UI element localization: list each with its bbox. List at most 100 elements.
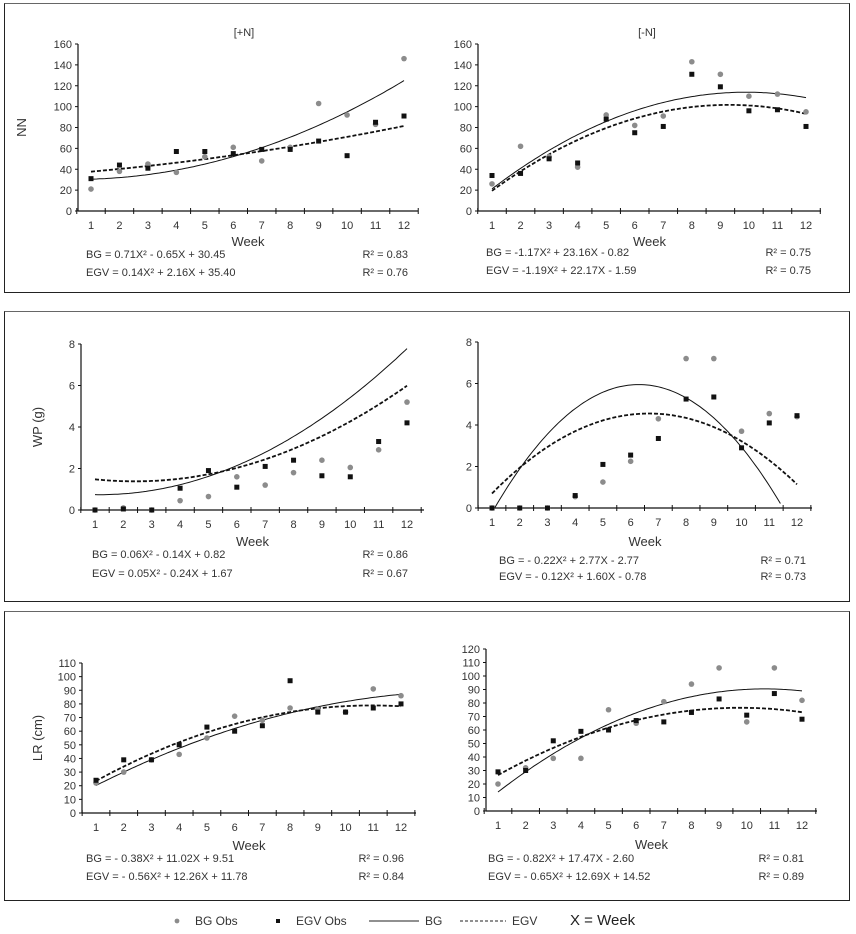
egv-obs-point xyxy=(489,173,495,179)
bg-obs-point xyxy=(803,109,809,115)
bg-obs-point xyxy=(315,100,322,107)
egv-obs-point xyxy=(655,435,661,441)
panel-lr xyxy=(4,611,850,901)
bg-obs-point xyxy=(631,122,638,129)
x-tick-label: 12 xyxy=(401,519,413,531)
egv-obs-point xyxy=(232,728,238,734)
y-tick-label: 2 xyxy=(69,464,75,476)
egv-obs-point xyxy=(287,678,293,684)
x-tick-label: 10 xyxy=(339,822,351,834)
x-tick-label: 8 xyxy=(287,822,293,834)
x-tick-label: 10 xyxy=(741,820,753,832)
bg-obs-point xyxy=(88,186,94,192)
bg-obs-point xyxy=(259,717,266,724)
y-tick-label: 110 xyxy=(462,658,480,670)
x-tick-label: 5 xyxy=(202,220,208,232)
square-marker-icon xyxy=(276,919,280,923)
y-tick-label: 60 xyxy=(460,143,472,155)
bg-obs-point xyxy=(738,428,745,435)
egv-obs-point xyxy=(259,723,265,729)
bg-obs-point xyxy=(176,751,182,758)
egv-obs-point xyxy=(495,769,501,775)
egv-fit-line xyxy=(90,125,405,173)
egv-obs-point xyxy=(600,461,606,467)
egv-obs-point xyxy=(149,507,155,513)
r-squared-label: R² = 0.83 xyxy=(362,249,408,261)
fit-equation: EGV = 0.14X² + 2.16X + 35.40 xyxy=(86,267,236,279)
bg-obs-point xyxy=(716,665,722,671)
bg-obs-point xyxy=(404,399,410,405)
y-tick-label: 10 xyxy=(64,794,76,806)
y-tick-label: 100 xyxy=(454,102,472,114)
y-tick-label: 0 xyxy=(474,806,480,818)
x-tick-label: 3 xyxy=(148,822,154,834)
x-tick-label: 3 xyxy=(546,220,552,232)
egv-obs-point xyxy=(121,757,127,763)
legend-label: EGV Obs xyxy=(296,914,347,928)
x-axis-label: Week xyxy=(236,534,269,549)
egv-obs-point xyxy=(262,463,268,469)
egv-obs-point xyxy=(660,123,666,129)
bg-obs-point xyxy=(605,706,612,713)
egv-obs-point xyxy=(633,718,639,724)
x-tick-label: 12 xyxy=(395,822,407,834)
fit-equation: BG = 0.71X² - 0.65X + 30.45 xyxy=(86,249,225,261)
egv-obs-point xyxy=(518,170,524,176)
y-tick-label: 60 xyxy=(64,726,76,738)
egv-obs-point xyxy=(343,709,349,715)
panel-nn xyxy=(4,3,850,293)
x-axis-label: Week xyxy=(233,838,266,853)
x-tick-label: 10 xyxy=(344,519,356,531)
bg-obs-point xyxy=(370,686,377,692)
x-tick-label: 6 xyxy=(632,220,638,232)
y-tick-label: 160 xyxy=(454,39,472,51)
bg-obs-point xyxy=(517,143,524,150)
x-tick-label: 6 xyxy=(234,519,240,531)
bg-fit-line xyxy=(491,91,807,190)
egv-obs-point xyxy=(544,505,550,511)
x-tick-label: 2 xyxy=(116,220,122,232)
y-tick-label: 120 xyxy=(54,81,72,93)
x-tick-label: 10 xyxy=(735,517,747,529)
bg-fit-line xyxy=(90,80,405,180)
egv-obs-point xyxy=(603,116,609,122)
x-tick-label: 2 xyxy=(517,220,523,232)
y-tick-label: 4 xyxy=(69,422,75,434)
bg-fit-line xyxy=(494,384,781,509)
y-tick-label: 40 xyxy=(468,752,480,764)
x-tick-label: 2 xyxy=(517,517,523,529)
fit-equation: BG = - 0.82X² + 17.47X - 2.60 xyxy=(488,853,634,865)
x-tick-label: 8 xyxy=(287,220,293,232)
y-tick-label: 20 xyxy=(60,185,72,197)
egv-obs-point xyxy=(373,119,379,125)
x-tick-label: 6 xyxy=(628,517,634,529)
egv-obs-point xyxy=(202,149,208,155)
r-squared-label: R² = 0.81 xyxy=(758,853,804,865)
bg-obs-point xyxy=(683,355,689,362)
egv-obs-point xyxy=(575,160,581,166)
fit-equation: EGV = - 0.56X² + 12.26X + 11.78 xyxy=(86,871,248,883)
x-tick-label: 9 xyxy=(316,220,322,232)
egv-obs-point xyxy=(578,728,584,734)
x-tick-label: 6 xyxy=(230,220,236,232)
egv-obs-point xyxy=(799,716,805,722)
y-tick-label: 70 xyxy=(468,712,480,724)
egv-obs-point xyxy=(546,156,552,162)
y-axis-label: WP (g) xyxy=(30,407,45,447)
x-tick-label: 2 xyxy=(121,822,127,834)
egv-obs-point xyxy=(370,705,376,711)
x-tick-label: 4 xyxy=(578,820,584,832)
egv-obs-point xyxy=(744,712,750,718)
egv-obs-point xyxy=(315,709,321,715)
bg-obs-point xyxy=(574,164,581,170)
x-tick-label: 7 xyxy=(661,820,667,832)
bg-obs-point xyxy=(177,497,183,504)
x-axis-label: Week xyxy=(232,234,265,249)
y-tick-label: 6 xyxy=(466,379,472,391)
r-squared-label: R² = 0.75 xyxy=(765,247,811,259)
egv-obs-point xyxy=(145,165,151,171)
y-tick-label: 80 xyxy=(468,698,480,710)
